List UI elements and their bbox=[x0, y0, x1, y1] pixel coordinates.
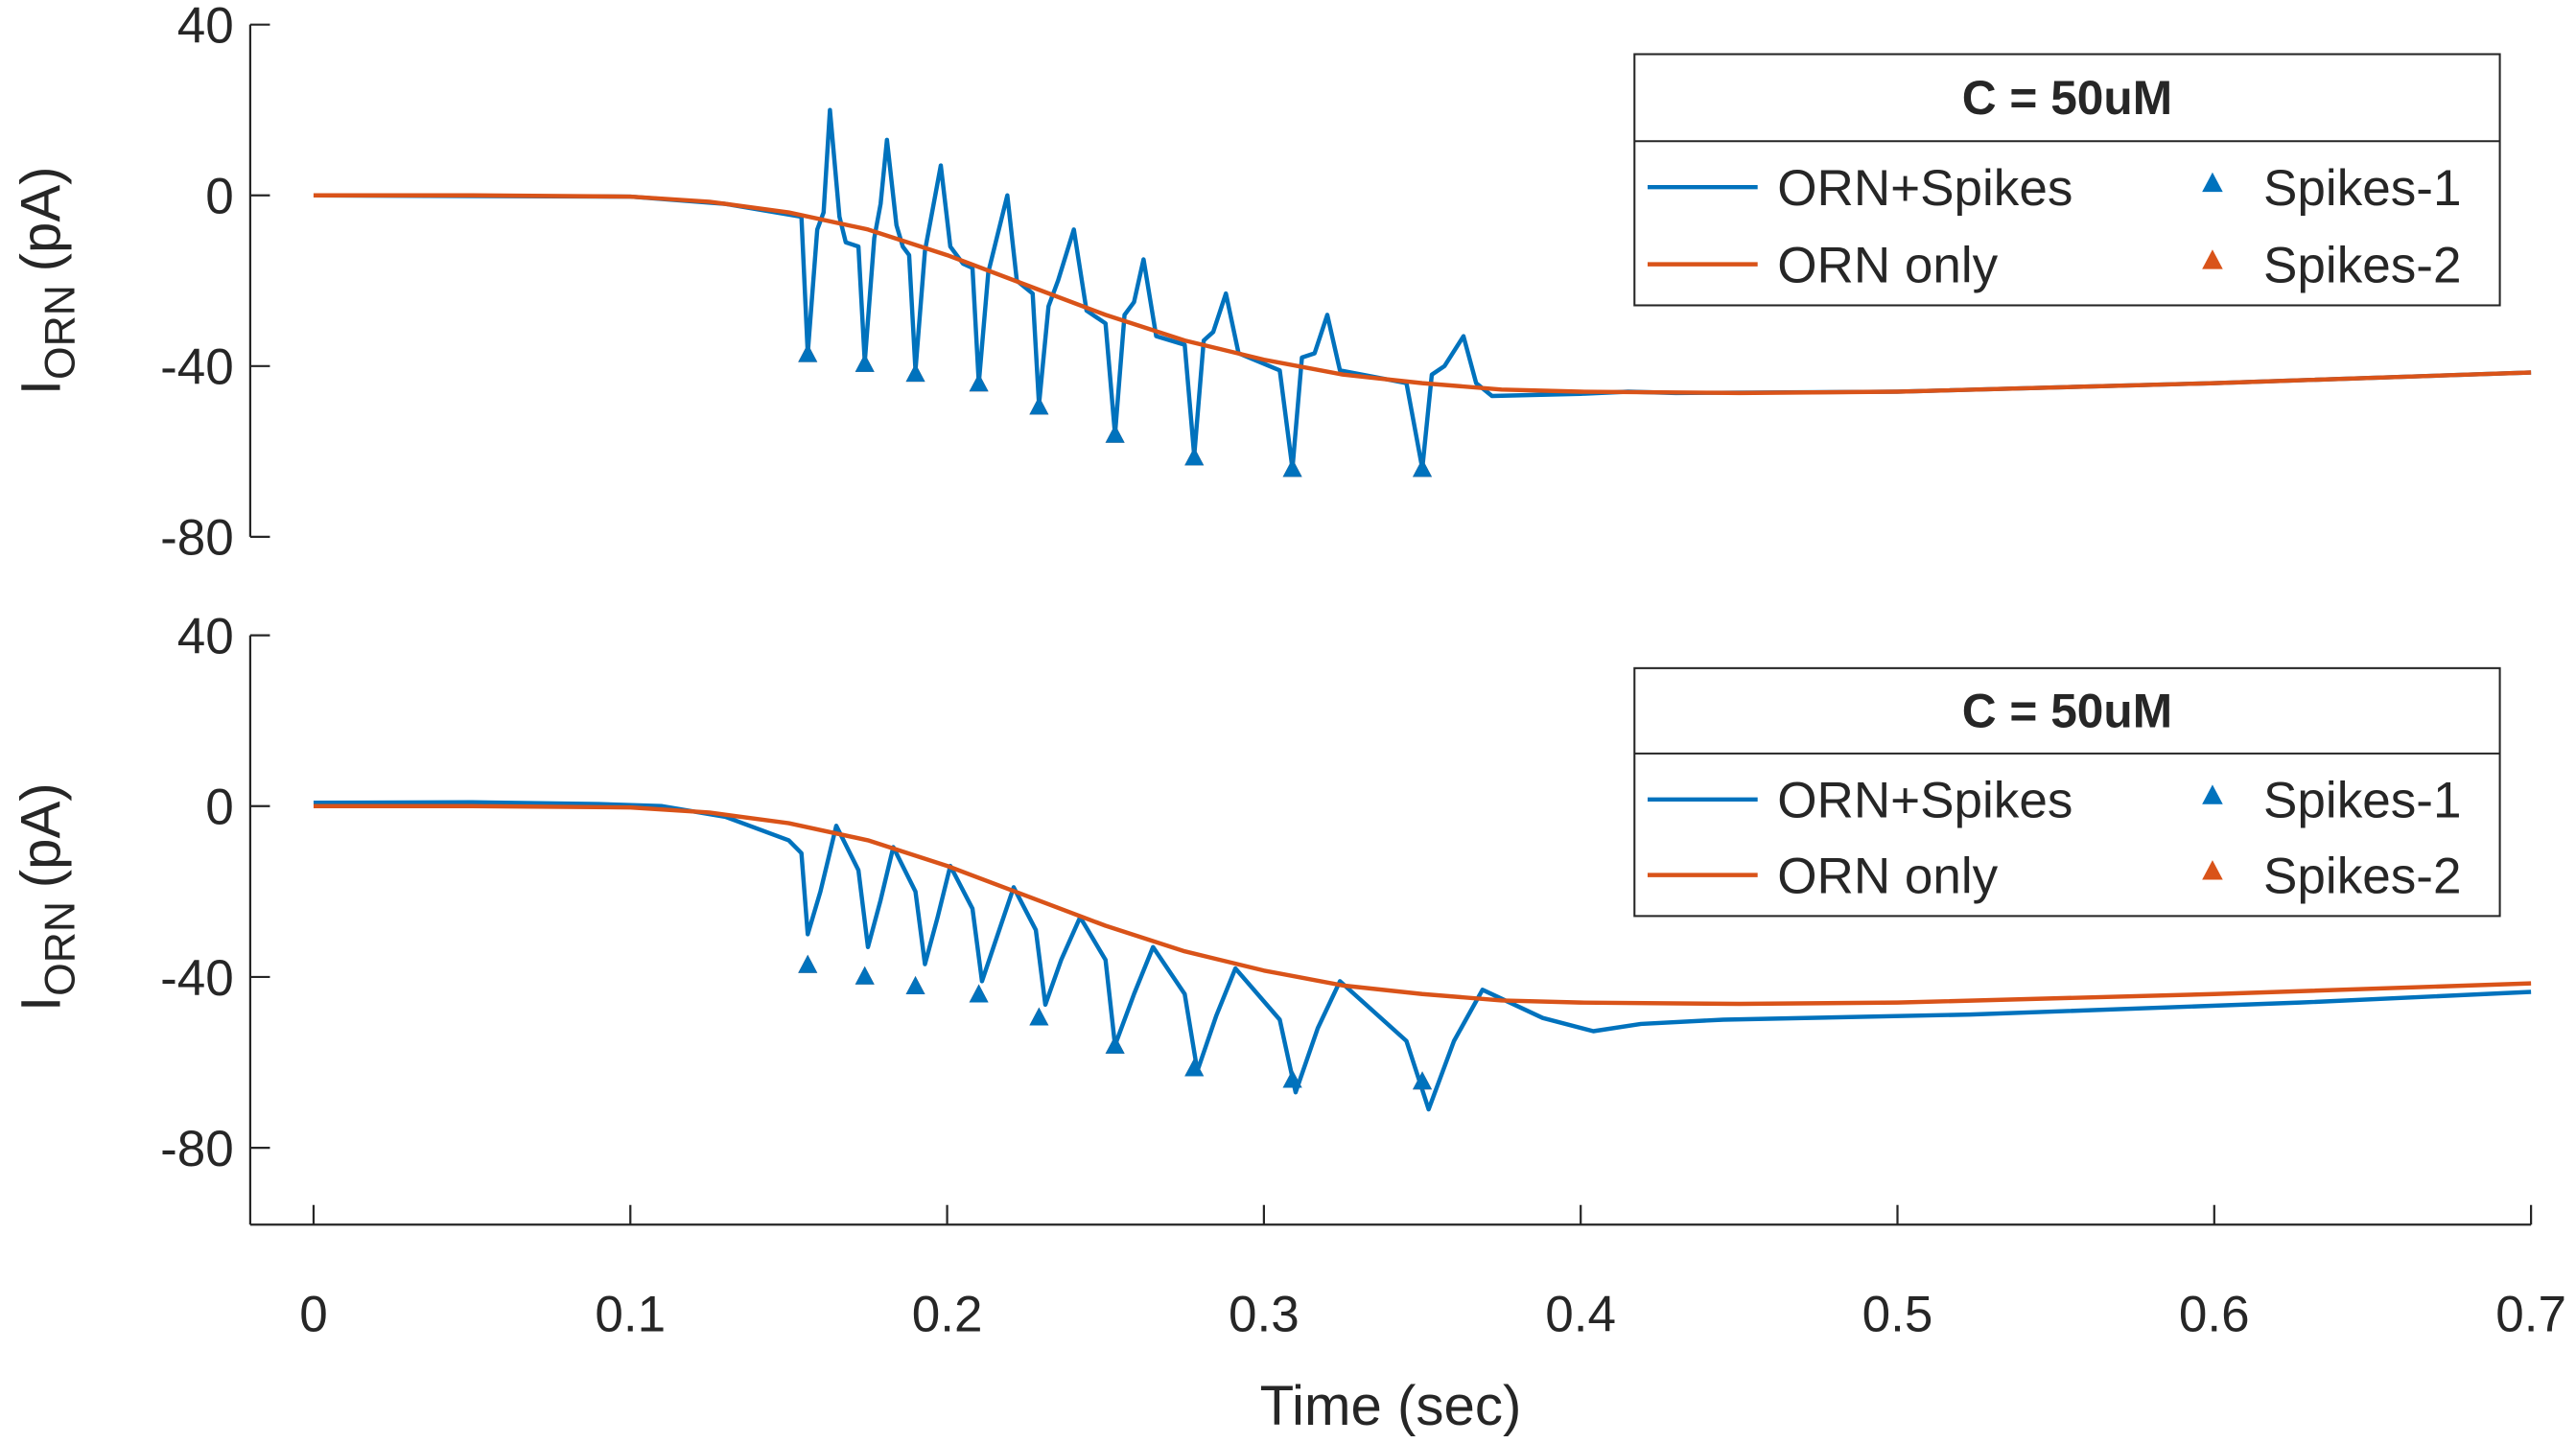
x-tick-label: 0.5 bbox=[1862, 1287, 1933, 1343]
x-axis-label: Time (sec) bbox=[1260, 1375, 1522, 1437]
spike-marker bbox=[905, 363, 925, 383]
legend-box bbox=[1633, 53, 2501, 307]
y-axis-label: IORN (pA) bbox=[10, 166, 83, 395]
spike-marker bbox=[1282, 458, 1302, 477]
legend-title: C = 50uM bbox=[1962, 684, 2172, 737]
legend-label: ORN+Spikes bbox=[1777, 160, 2073, 217]
legend-label: Spikes-2 bbox=[2263, 237, 2461, 293]
spike-marker bbox=[1413, 458, 1433, 477]
y-tick-label: 40 bbox=[177, 0, 234, 55]
spike-marker bbox=[798, 954, 818, 973]
legend-label: Spikes-2 bbox=[2263, 848, 2461, 904]
series-line bbox=[313, 803, 2532, 1007]
x-tick-label: 0.3 bbox=[1229, 1287, 1300, 1343]
y-tick-label: 0 bbox=[205, 169, 234, 225]
y-label-sub: ORN bbox=[37, 901, 84, 996]
spike-marker bbox=[1029, 396, 1049, 415]
legend: C = 50uM ORN+Spikes ORN only Spikes-1 Spikes… bbox=[1633, 53, 2501, 307]
series-line bbox=[313, 193, 2532, 396]
legend-swatch bbox=[2202, 860, 2223, 880]
x-tick-label: 0.6 bbox=[2179, 1287, 2250, 1343]
spike-marker bbox=[1029, 1007, 1049, 1026]
y-label-unit: (pA) bbox=[10, 166, 72, 271]
legend-label: Spikes-1 bbox=[2263, 773, 2461, 829]
y-label-unit: (pA) bbox=[10, 782, 72, 888]
y-tick-label: -80 bbox=[160, 510, 234, 567]
x-tick-label: 0.7 bbox=[2495, 1287, 2566, 1343]
y-tick-label: -40 bbox=[160, 339, 234, 396]
x-tick-label: 0.2 bbox=[912, 1287, 983, 1343]
legend-swatch bbox=[2202, 784, 2223, 804]
legend-label: ORN+Spikes bbox=[1777, 773, 2073, 829]
spike-marker bbox=[855, 966, 875, 985]
spike-marker bbox=[798, 343, 818, 362]
y-tick-label: -80 bbox=[160, 1121, 234, 1177]
y-label-main: I bbox=[10, 380, 72, 395]
y-label-main: I bbox=[10, 996, 72, 1012]
series-line bbox=[313, 800, 2532, 1112]
legend-swatch bbox=[2202, 249, 2223, 269]
legend-label: ORN only bbox=[1777, 848, 1998, 904]
legend-box bbox=[1633, 666, 2501, 918]
y-tick-label: -40 bbox=[160, 950, 234, 1007]
y-axis-label: IORN (pA) bbox=[10, 782, 83, 1012]
x-tick-label: 0.1 bbox=[595, 1287, 666, 1343]
y-tick-label: 0 bbox=[205, 780, 234, 836]
spike-marker bbox=[1282, 1069, 1302, 1088]
spike-marker bbox=[1184, 1058, 1205, 1077]
spike-marker bbox=[969, 984, 989, 1003]
legend-label: ORN only bbox=[1777, 237, 1998, 293]
x-tick-label: 0.4 bbox=[1545, 1287, 1616, 1343]
legend: C = 50uM ORN+Spikes ORN only Spikes-1 Spikes… bbox=[1633, 666, 2501, 918]
y-label-sub: ORN bbox=[37, 285, 84, 380]
spike-marker bbox=[969, 373, 989, 392]
plot: 40 0 -40 -80 IORN (pA) 0 0.1 0.2 0.3 0.4 0.5 0.6 0.7 T… bbox=[10, 608, 2566, 1437]
y-tick-label: 40 bbox=[177, 608, 234, 664]
legend-label: Spikes-1 bbox=[2263, 160, 2461, 217]
legend-swatch bbox=[2202, 172, 2223, 193]
plot: 40 0 -40 -80 IORN (pA) bbox=[10, 0, 2532, 567]
spike-marker bbox=[905, 976, 925, 994]
spike-marker bbox=[1413, 1071, 1433, 1090]
spike-marker bbox=[1105, 424, 1125, 443]
legend-title: C = 50uM bbox=[1962, 71, 2172, 125]
spike-marker bbox=[855, 353, 875, 372]
spike-marker bbox=[1184, 447, 1205, 466]
x-tick-label: 0 bbox=[299, 1287, 328, 1343]
spike-marker bbox=[1105, 1035, 1125, 1054]
